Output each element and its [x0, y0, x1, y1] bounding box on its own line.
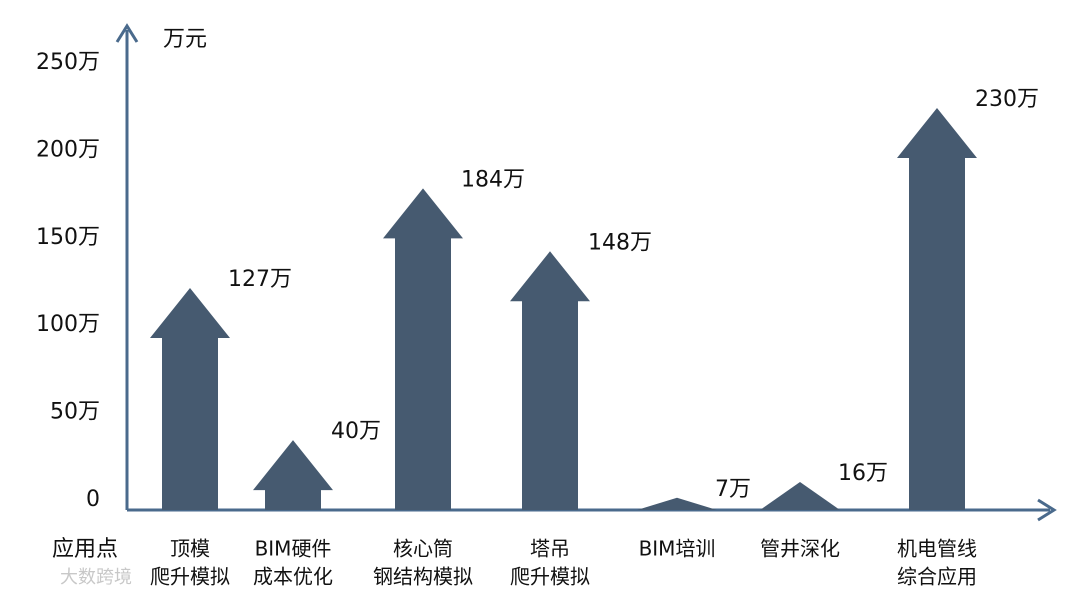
x-tick-label: BIM硬件	[255, 537, 332, 561]
x-axis-arrow	[1037, 498, 1057, 522]
y-axis-arrow	[115, 23, 139, 43]
y-axis-title: 万元	[163, 27, 207, 52]
arrow-bar	[383, 188, 463, 511]
value-label: 7万	[715, 477, 751, 502]
arrow-bar	[760, 482, 840, 510]
arrow-bar	[150, 288, 230, 510]
value-label: 16万	[838, 461, 888, 486]
y-tick-label: 50万	[50, 400, 100, 425]
x-tick-label: BIM培训	[639, 537, 716, 561]
x-tick-label: 爬升模拟	[510, 565, 590, 589]
x-tick-label: 塔吊	[530, 537, 570, 561]
y-tick-label: 150万	[36, 225, 100, 250]
arrow-bar	[897, 107, 977, 511]
x-tick-label: 管井深化	[760, 537, 840, 561]
value-label: 230万	[975, 87, 1039, 112]
value-label: 40万	[331, 419, 381, 444]
x-tick-label: 爬升模拟	[150, 565, 230, 589]
arrow-bar	[253, 440, 333, 510]
x-tick-label: 成本优化	[253, 565, 333, 589]
x-tick-label: 机电管线	[897, 537, 977, 561]
value-label: 184万	[461, 167, 525, 192]
x-tick-label: 综合应用	[897, 565, 977, 589]
y-tick-label: 0	[86, 487, 100, 512]
x-tick-label: 钢结构模拟	[373, 565, 473, 589]
x-tick-label: 顶模	[170, 537, 210, 561]
arrow-bar	[637, 497, 717, 510]
x-tick-label: 核心筒	[393, 537, 453, 561]
value-label: 148万	[588, 230, 652, 255]
y-tick-label: 100万	[36, 312, 100, 337]
x-axis-title: 应用点	[52, 537, 118, 562]
arrow-bar	[510, 251, 590, 510]
value-label: 127万	[228, 267, 292, 292]
watermark: 大数跨境	[60, 567, 132, 588]
y-tick-label: 200万	[36, 137, 100, 162]
y-tick-label: 250万	[36, 50, 100, 75]
